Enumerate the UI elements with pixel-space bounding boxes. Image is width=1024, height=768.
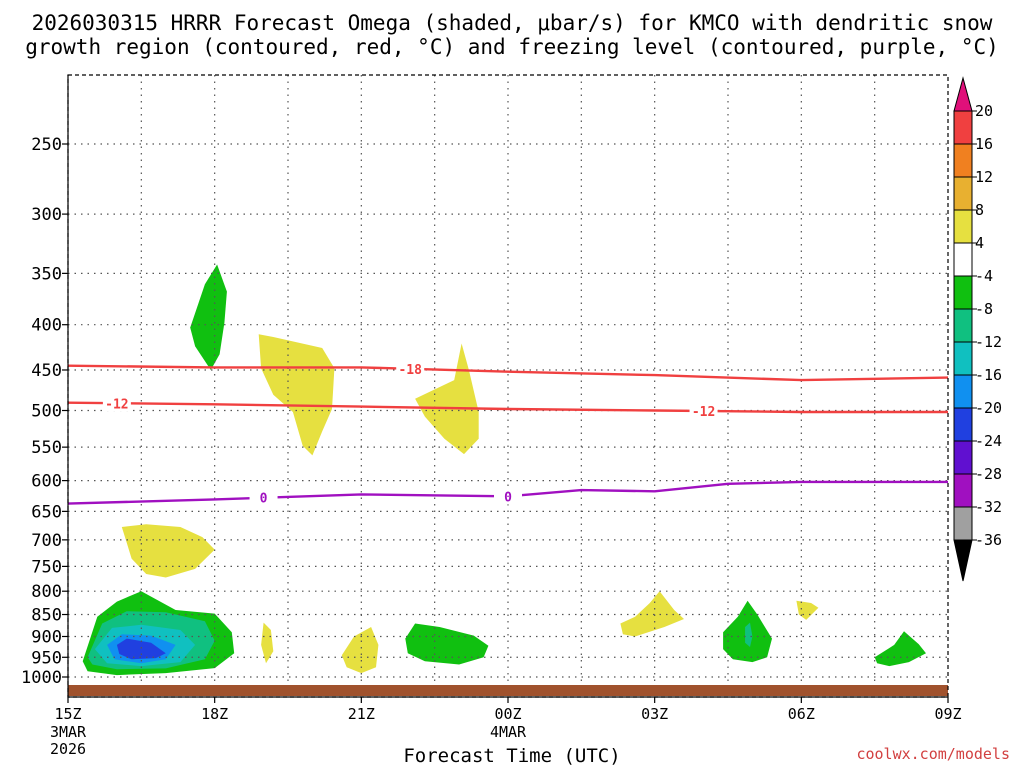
omega-yellow-500	[415, 343, 479, 455]
freezing-level-contour-label-bg-0	[249, 489, 278, 506]
omega-green-350	[190, 264, 227, 370]
grid-lines	[68, 75, 948, 685]
x-tick-label-06Z: 06Z	[788, 705, 815, 723]
colorbar-label-9: -20	[975, 399, 1002, 417]
colorbar-swatch-10	[953, 407, 973, 442]
y-tick-label-850: 850	[31, 606, 62, 626]
y-tick-label-250: 250	[31, 135, 62, 155]
dendritic-upper-contour-label-0: -18	[398, 363, 422, 378]
chart-title-line1: 2026030315 HRRR Forecast Omega (shaded, …	[31, 11, 993, 35]
ground-strip	[68, 685, 948, 696]
y-tick-label-550: 550	[31, 438, 62, 458]
colorbar-label-11: -28	[975, 465, 1002, 483]
colorbar-swatch-7	[953, 308, 973, 343]
colorbar-label-3: 8	[975, 201, 984, 219]
colorbar-swatch-4	[953, 209, 973, 244]
colorbar-label-10: -24	[975, 432, 1002, 450]
colorbar-label-4: 4	[975, 234, 984, 252]
freezing-level-contour-label-bg-1	[494, 488, 522, 505]
y-tick-label-950: 950	[31, 648, 62, 668]
colorbar-label-2: 12	[975, 168, 993, 186]
colorbar-label-1: 16	[975, 135, 993, 153]
colorbar-swatch-9	[953, 374, 973, 409]
freezing-level-contour-label-0: 0	[260, 492, 268, 507]
plot-frame	[67, 74, 949, 698]
colorbar-label-8: -16	[975, 366, 1002, 384]
colorbar-label-7: -12	[975, 333, 1002, 351]
colorbar-swatch-1	[953, 110, 973, 145]
colorbar-label-5: -4	[975, 267, 993, 285]
omega-green-900	[405, 623, 489, 665]
omega-teal-850	[745, 622, 753, 647]
chart-title-line2: growth region (contoured, red, °C) and f…	[25, 35, 999, 59]
colorbar-swatch-12	[953, 473, 973, 508]
x-tick-label-03Z: 03Z	[641, 705, 668, 723]
x-tick-label-18Z: 18Z	[201, 705, 228, 723]
colorbar-label-6: -8	[975, 300, 993, 318]
y-tick-label-1000: 1000	[21, 668, 62, 688]
y-tick-label-350: 350	[31, 264, 62, 284]
y-tick-label-400: 400	[31, 316, 62, 336]
y-tick-label-750: 750	[31, 557, 62, 577]
y-tick-label-450: 450	[31, 361, 62, 381]
dendritic-lower-contour-label-bg-0	[102, 395, 131, 412]
colorbar-swatch-6	[953, 275, 973, 310]
colorbar: 20 16 12 8 4 -4 -8 -12 -16 -20 -24 -28 -32 -36	[953, 76, 1002, 582]
y-tick-label-700: 700	[31, 531, 62, 551]
colorbar-swatch-5	[953, 242, 973, 277]
y-tick-label-650: 650	[31, 502, 62, 522]
dendritic-lower-contour-label-1: -12	[692, 405, 715, 420]
omega-yellow-700	[121, 524, 215, 578]
omega-regions	[82, 264, 926, 676]
watermark-link[interactable]: coolwx.com/models	[856, 745, 1010, 763]
x-tick-label-15Z: 15Z	[54, 705, 81, 723]
x-tick-sublabel-4MAR: 4MAR	[490, 723, 527, 741]
y-tick-label-500: 500	[31, 402, 62, 422]
freezing-level-contour-label-1: 0	[504, 490, 512, 505]
omega-yellow-450	[258, 334, 335, 456]
x-tick-label-09Z: 09Z	[934, 705, 961, 723]
colorbar-swatch-8	[953, 341, 973, 376]
dendritic-lower-contour-label-0: -12	[105, 397, 128, 412]
dendritic-upper-contour	[67, 364, 949, 382]
omega-yellow-900	[261, 622, 274, 664]
colorbar-label-12: -32	[975, 498, 1002, 516]
dendritic-lower-contour-label-bg-1	[689, 403, 718, 420]
x-tick-sublabel-3MAR: 3MAR	[50, 723, 87, 741]
colorbar-swatch-2	[953, 143, 973, 178]
axes: 2503003504004505005506006507007508008509…	[21, 74, 962, 758]
x-tick-label-00Z: 00Z	[494, 705, 521, 723]
colorbar-swatch-11	[953, 440, 973, 475]
colorbar-swatch-13	[953, 506, 973, 541]
x-tick-sublabel-2026: 2026	[50, 740, 86, 758]
omega-yellow-820	[796, 600, 819, 620]
y-tick-label-800: 800	[31, 582, 62, 602]
x-axis-title: Forecast Time (UTC)	[403, 745, 621, 767]
colorbar-label-13: -36	[975, 531, 1002, 549]
y-tick-label-600: 600	[31, 472, 62, 492]
dendritic-upper-contour-label-bg-0	[396, 360, 425, 377]
x-tick-label-21Z: 21Z	[348, 705, 375, 723]
dendritic-lower-contour	[67, 401, 948, 414]
contour-lines: -18 -12 -12 0 0	[67, 360, 949, 507]
omega-blue-main	[116, 638, 166, 660]
y-tick-label-900: 900	[31, 627, 62, 647]
colorbar-arrow-bottom	[953, 539, 973, 582]
omega-yellow-850	[620, 591, 684, 637]
omega-yellow-950	[341, 627, 379, 674]
colorbar-swatch-3	[953, 176, 973, 211]
colorbar-arrow-top	[953, 76, 973, 112]
y-tick-label-300: 300	[31, 205, 62, 225]
colorbar-label-0: 20	[975, 102, 993, 120]
